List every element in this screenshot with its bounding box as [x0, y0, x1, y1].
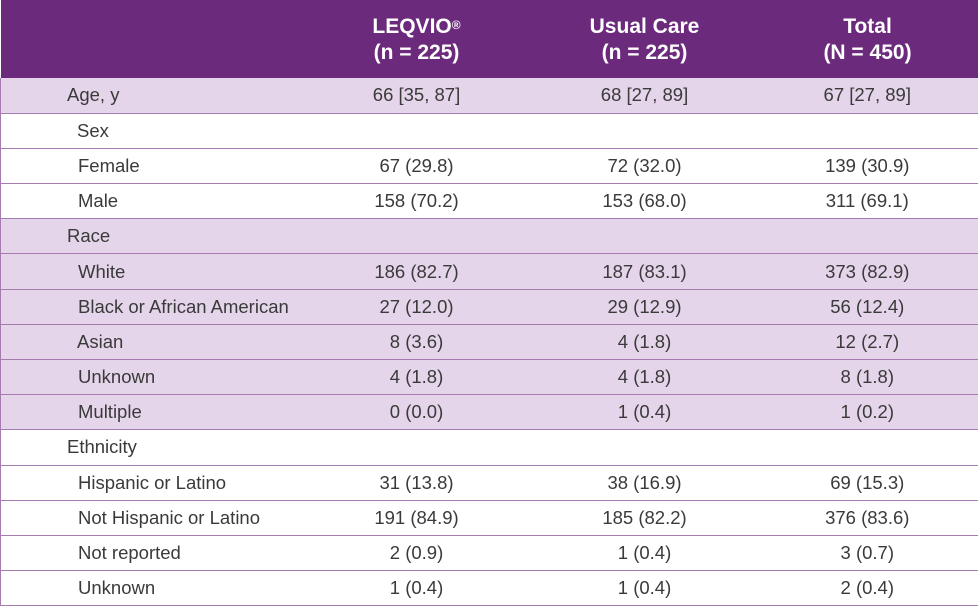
row-label: Race — [67, 225, 111, 247]
usual-care-value: 4 (1.8) — [617, 366, 672, 388]
leqvio-value: 186 (82.7) — [374, 260, 459, 282]
total-value: 69 (15.3) — [830, 471, 905, 493]
leqvio-value — [301, 430, 533, 465]
usual-care-value: 29 (12.9) — [607, 295, 682, 317]
leqvio-value: 0 (0.0) — [389, 401, 444, 423]
row-label: Hispanic or Latino — [78, 471, 227, 493]
table-row: Unknown 4 (1.8) 4 (1.8) 8 (1.8) — [0, 359, 978, 395]
row-label: Ethnicity — [67, 436, 137, 458]
header-leqvio-n: (n = 225) — [373, 41, 460, 64]
table-row: Not Hispanic or Latino 191 (84.9) 185 (8… — [0, 500, 978, 536]
total-value: 376 (83.6) — [825, 506, 910, 528]
registered-mark: ® — [451, 18, 461, 32]
usual-care-value: 153 (68.0) — [602, 190, 687, 212]
usual-care-value — [533, 113, 757, 148]
table-row: Multiple 0 (0.0) 1 (0.4) 1 (0.2) — [0, 394, 978, 430]
row-label: Female — [78, 154, 140, 176]
row-label: White — [78, 260, 126, 282]
usual-care-value: 1 (0.4) — [617, 542, 672, 564]
table-row: Black or African American 27 (12.0) 29 (… — [0, 289, 978, 325]
usual-care-value: 68 [27, 89] — [600, 84, 689, 106]
leqvio-value: 158 (70.2) — [374, 190, 459, 212]
header-leqvio: LEQVIO® (n = 225) — [301, 0, 533, 78]
header-leqvio-title: LEQVIO — [372, 15, 452, 38]
total-value: 373 (82.9) — [825, 260, 910, 282]
table-row: Asian 8 (3.6) 4 (1.8) 12 (2.7) — [0, 324, 978, 360]
table-row: Ethnicity — [0, 429, 978, 466]
leqvio-value — [301, 113, 533, 148]
total-value: 3 (0.7) — [840, 542, 894, 564]
table-row: Female 67 (29.8) 72 (32.0) 139 (30.9) — [0, 148, 978, 184]
row-label: Not reported — [78, 542, 181, 564]
table-row: Unknown 1 (0.4) 1 (0.4) 2 (0.4) — [0, 570, 978, 606]
leqvio-value: 4 (1.8) — [389, 366, 444, 388]
total-value: 8 (1.8) — [840, 366, 894, 388]
leqvio-value: 31 (13.8) — [379, 471, 454, 493]
header-total-title: Total — [843, 15, 892, 38]
leqvio-value: 8 (3.6) — [389, 330, 444, 352]
total-value — [757, 113, 978, 148]
leqvio-value: 191 (84.9) — [374, 506, 459, 528]
row-label: Multiple — [78, 401, 142, 423]
table-row: Male 158 (70.2) 153 (68.0) 311 (69.1) — [0, 183, 978, 219]
table-row: Age, y 66 [35, 87] 68 [27, 89] 67 [27, 8… — [0, 78, 978, 114]
table-row: White 186 (82.7) 187 (83.1) 373 (82.9) — [0, 253, 978, 290]
usual-care-value: 38 (16.9) — [607, 471, 682, 493]
row-label: Age, y — [67, 84, 120, 106]
row-label: Asian — [77, 330, 124, 352]
header-usual-care-n: (n = 225) — [601, 41, 688, 64]
header-usual-care: Usual Care (n = 225) — [533, 0, 757, 78]
row-label: Unknown — [78, 577, 156, 599]
total-value: 311 (69.1) — [825, 190, 909, 212]
leqvio-value: 67 (29.8) — [379, 154, 454, 176]
table-row: Sex — [0, 113, 978, 149]
leqvio-value: 1 (0.4) — [389, 577, 444, 599]
usual-care-value: 1 (0.4) — [617, 401, 672, 423]
total-value: 2 (0.4) — [840, 577, 894, 599]
usual-care-value: 4 (1.8) — [617, 330, 672, 352]
row-label: Black or African American — [78, 295, 289, 317]
usual-care-value — [533, 430, 757, 465]
table-header-row: LEQVIO® (n = 225) Usual Care (n = 225) T… — [0, 0, 978, 78]
usual-care-value: 185 (82.2) — [602, 506, 687, 528]
header-empty-cell — [1, 0, 301, 78]
usual-care-value: 72 (32.0) — [607, 154, 682, 176]
header-total: Total (N = 450) — [757, 0, 978, 78]
total-value: 56 (12.4) — [830, 295, 905, 317]
row-label: Not Hispanic or Latino — [78, 506, 261, 528]
table-row: Not reported 2 (0.9) 1 (0.4) 3 (0.7) — [0, 535, 978, 571]
row-label: Sex — [77, 119, 109, 141]
total-value — [757, 430, 978, 465]
header-total-n: (N = 450) — [823, 41, 912, 64]
row-label: Male — [78, 190, 119, 212]
table-row: Hispanic or Latino 31 (13.8) 38 (16.9) 6… — [0, 465, 978, 501]
total-value: 1 (0.2) — [840, 401, 894, 423]
total-value: 12 (2.7) — [835, 330, 900, 352]
leqvio-value: 27 (12.0) — [379, 295, 454, 317]
table-row: Race — [0, 218, 978, 254]
leqvio-value — [301, 219, 533, 254]
total-value: 67 [27, 89] — [823, 84, 911, 106]
leqvio-value: 66 [35, 87] — [372, 84, 461, 106]
row-label: Unknown — [78, 366, 156, 388]
total-value — [757, 219, 978, 254]
usual-care-value: 1 (0.4) — [617, 577, 672, 599]
total-value: 139 (30.9) — [825, 154, 910, 176]
usual-care-value: 187 (83.1) — [602, 260, 687, 282]
leqvio-value: 2 (0.9) — [389, 542, 444, 564]
usual-care-value — [533, 219, 757, 254]
header-usual-care-title: Usual Care — [589, 15, 700, 38]
